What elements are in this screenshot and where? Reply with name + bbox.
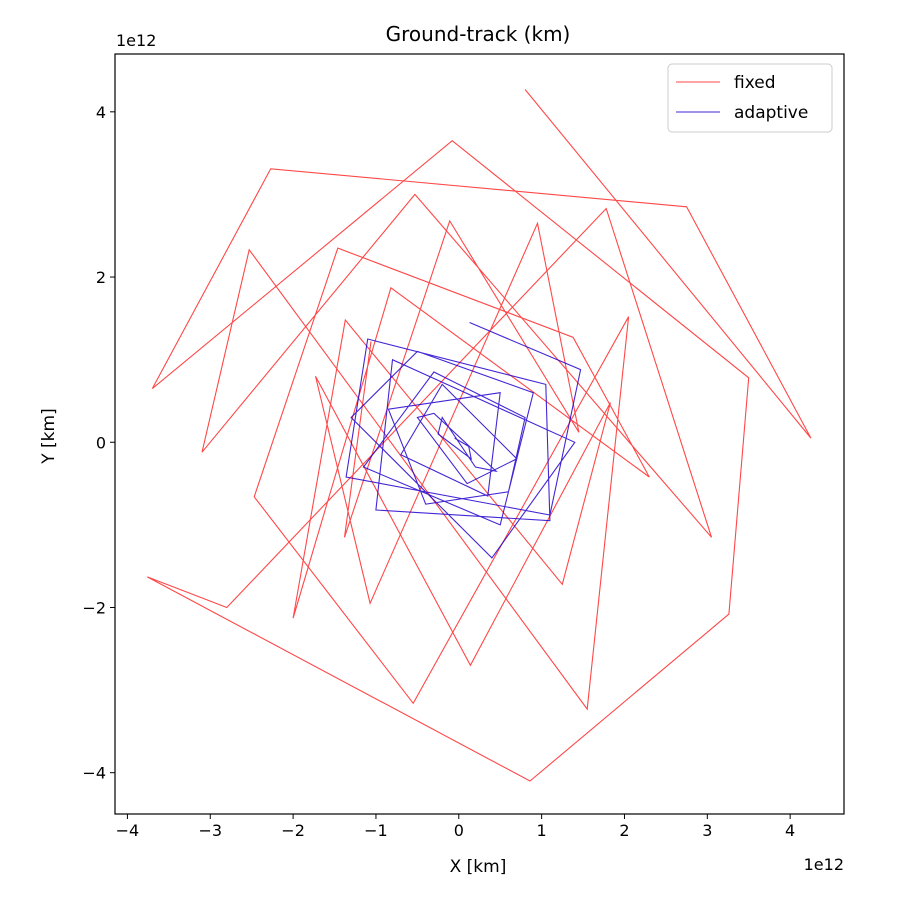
series-layer [147, 89, 812, 782]
x-tick-label: 0 [454, 821, 464, 840]
legend-box [667, 63, 833, 133]
x-tick-label: −1 [364, 821, 388, 840]
series-line-fixed [147, 89, 812, 782]
x-offset-label: 1e12 [804, 855, 844, 874]
y-axis: −4 −2 0 2 4 [82, 103, 115, 783]
y-tick-label: −2 [82, 598, 106, 617]
y-axis-label: Y [km] [39, 408, 59, 464]
x-tick-label: 4 [785, 821, 795, 840]
axes-frame [114, 53, 845, 815]
x-tick-label: 2 [619, 821, 629, 840]
series-line-adaptive [345, 321, 582, 559]
legend-label-adaptive: adaptive [734, 103, 808, 123]
y-tick-label: 4 [96, 103, 106, 122]
x-axis: −4 −3 −2 −1 0 1 2 3 4 [116, 814, 795, 840]
y-tick-label: −4 [82, 764, 106, 783]
x-tick-label: −3 [198, 821, 222, 840]
chart-title: Ground-track (km) [386, 22, 571, 46]
y-tick-label: 0 [96, 433, 106, 452]
legend-label-fixed: fixed [734, 73, 776, 93]
y-offset-label: 1e12 [116, 31, 156, 50]
x-tick-label: −2 [281, 821, 305, 840]
x-tick-label: −4 [116, 821, 140, 840]
y-tick-label: 2 [96, 268, 106, 287]
x-tick-label: 3 [702, 821, 712, 840]
legend: fixed adaptive [667, 63, 833, 133]
x-tick-label: 1 [537, 821, 547, 840]
x-axis-label: X [km] [450, 857, 507, 877]
